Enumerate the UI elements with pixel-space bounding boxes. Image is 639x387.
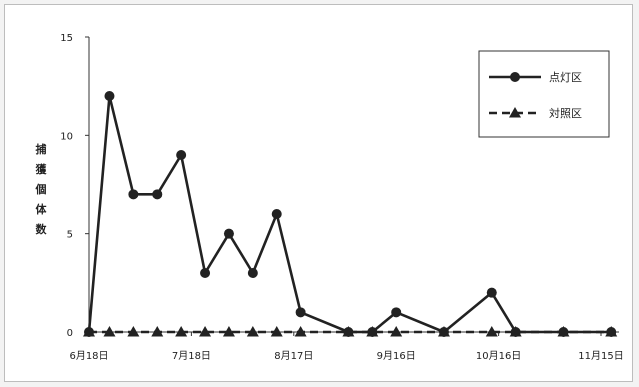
y-axis-label-char: 獲 bbox=[36, 162, 48, 176]
x-tick-label: 9月16日 bbox=[377, 350, 416, 362]
data-point bbox=[438, 327, 449, 337]
data-point bbox=[271, 209, 282, 219]
legend-label: 点灯区 bbox=[549, 71, 582, 84]
legend-item: 点灯区 bbox=[489, 71, 582, 84]
x-ticks: 6月18日 7月18日 8月17日 9月16日 10月16日 11月15日 bbox=[69, 332, 624, 362]
data-point bbox=[391, 307, 402, 318]
data-point bbox=[390, 326, 403, 337]
data-point bbox=[510, 327, 521, 337]
data-point bbox=[84, 327, 94, 337]
series-layer bbox=[83, 91, 618, 337]
data-point bbox=[152, 189, 163, 200]
data-point bbox=[128, 189, 139, 200]
y-axis-label-char: 体 bbox=[36, 202, 48, 216]
data-point bbox=[343, 327, 354, 337]
y-axis-label-char: 数 bbox=[36, 222, 48, 236]
data-point bbox=[509, 107, 521, 118]
data-point bbox=[199, 326, 212, 337]
y-ticks: 0 5 10 15 bbox=[60, 33, 89, 339]
data-point bbox=[104, 91, 115, 101]
data-point bbox=[127, 326, 140, 337]
y-axis-label-char: 捕 bbox=[36, 142, 47, 156]
data-point bbox=[222, 326, 235, 337]
legend-box bbox=[478, 50, 610, 138]
y-tick-label: 15 bbox=[60, 33, 73, 44]
data-point bbox=[103, 326, 116, 337]
data-point bbox=[247, 268, 258, 278]
series-light bbox=[84, 91, 617, 337]
data-point bbox=[151, 326, 164, 337]
data-point bbox=[246, 326, 259, 337]
data-point bbox=[176, 150, 187, 160]
legend-item: 対照区 bbox=[489, 106, 582, 120]
data-point bbox=[295, 307, 306, 318]
legend-label: 対照区 bbox=[549, 106, 582, 120]
y-tick-label: 10 bbox=[60, 131, 73, 142]
data-point bbox=[510, 72, 520, 82]
data-point bbox=[223, 228, 234, 239]
y-tick-label: 5 bbox=[67, 230, 73, 241]
data-point bbox=[175, 326, 188, 337]
y-axis-label-char: 個 bbox=[35, 182, 47, 196]
data-point bbox=[485, 326, 498, 337]
x-tick-label: 7月18日 bbox=[172, 350, 211, 362]
y-tick-label: 0 bbox=[67, 328, 73, 339]
chart-frame: 0 5 10 15 6月18日 7月18日 8月17日 9月16日 10月16日 11月15日 … bbox=[4, 4, 633, 382]
data-point bbox=[558, 327, 569, 337]
x-tick-label: 11月15日 bbox=[578, 350, 623, 362]
data-point bbox=[367, 327, 378, 337]
x-tick-label: 6月18日 bbox=[69, 350, 108, 362]
data-point bbox=[294, 326, 307, 337]
data-point bbox=[270, 326, 283, 337]
x-tick-label: 8月17日 bbox=[274, 350, 313, 362]
data-point bbox=[200, 268, 211, 278]
data-point bbox=[486, 287, 497, 298]
data-point bbox=[606, 327, 617, 337]
x-tick-label: 10月16日 bbox=[476, 350, 521, 362]
